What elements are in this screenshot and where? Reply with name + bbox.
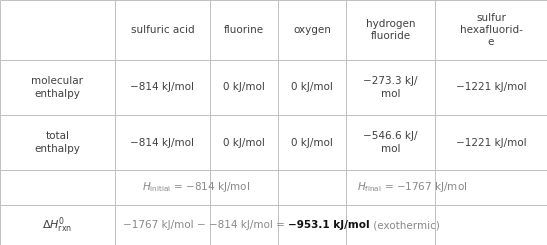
Text: oxygen: oxygen: [293, 25, 331, 35]
Text: $\it{H}_\mathrm{final}$ = −1767 kJ/mol: $\it{H}_\mathrm{final}$ = −1767 kJ/mol: [357, 181, 468, 195]
Text: −1221 kJ/mol: −1221 kJ/mol: [456, 137, 526, 147]
Text: −814 kJ/mol: −814 kJ/mol: [131, 83, 195, 93]
Text: sulfuric acid: sulfuric acid: [131, 25, 194, 35]
Text: fluorine: fluorine: [224, 25, 264, 35]
Text: (exothermic): (exothermic): [370, 220, 440, 230]
Text: −1767 kJ/mol − −814 kJ/mol =: −1767 kJ/mol − −814 kJ/mol =: [123, 220, 288, 230]
Text: 0 kJ/mol: 0 kJ/mol: [223, 137, 265, 147]
Text: $\it{H}_\mathrm{initial}$ = −814 kJ/mol: $\it{H}_\mathrm{initial}$ = −814 kJ/mol: [142, 181, 251, 195]
Text: −1221 kJ/mol: −1221 kJ/mol: [456, 83, 526, 93]
Text: 0 kJ/mol: 0 kJ/mol: [223, 83, 265, 93]
Text: molecular
enthalpy: molecular enthalpy: [32, 76, 84, 99]
Text: hydrogen
fluoride: hydrogen fluoride: [366, 19, 415, 41]
Text: sulfur
hexafluorid-
e: sulfur hexafluorid- e: [459, 12, 522, 47]
Text: −814 kJ/mol: −814 kJ/mol: [131, 137, 195, 147]
Text: 0 kJ/mol: 0 kJ/mol: [291, 83, 333, 93]
Text: −953.1 kJ/mol: −953.1 kJ/mol: [288, 220, 370, 230]
Text: $\Delta H^{0}_\mathrm{rxn}$: $\Delta H^{0}_\mathrm{rxn}$: [43, 215, 73, 235]
Text: −546.6 kJ/
mol: −546.6 kJ/ mol: [363, 131, 418, 154]
Text: −273.3 kJ/
mol: −273.3 kJ/ mol: [363, 76, 418, 99]
Text: total
enthalpy: total enthalpy: [34, 131, 80, 154]
Text: 0 kJ/mol: 0 kJ/mol: [291, 137, 333, 147]
